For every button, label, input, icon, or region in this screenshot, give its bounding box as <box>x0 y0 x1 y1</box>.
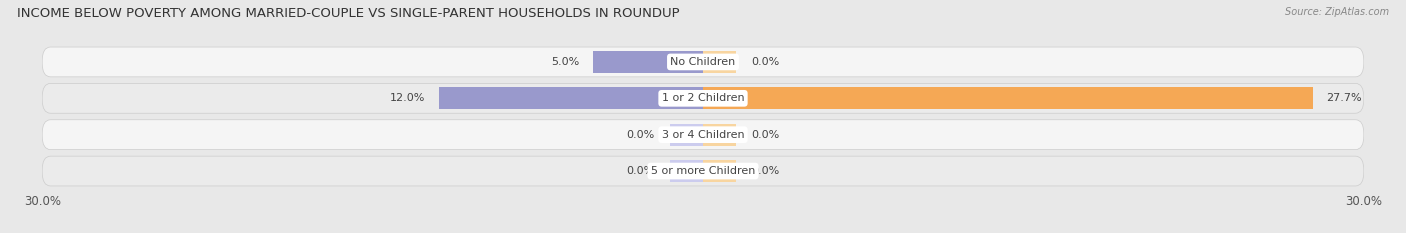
Text: 5.0%: 5.0% <box>551 57 579 67</box>
Text: 0.0%: 0.0% <box>751 57 780 67</box>
Text: 27.7%: 27.7% <box>1326 93 1362 103</box>
Text: 12.0%: 12.0% <box>389 93 426 103</box>
Bar <box>703 160 737 182</box>
Text: 0.0%: 0.0% <box>751 166 780 176</box>
Bar <box>703 87 1313 109</box>
FancyBboxPatch shape <box>42 156 1364 186</box>
FancyBboxPatch shape <box>42 120 1364 150</box>
Text: 1 or 2 Children: 1 or 2 Children <box>662 93 744 103</box>
Text: No Children: No Children <box>671 57 735 67</box>
Text: 0.0%: 0.0% <box>751 130 780 140</box>
Text: Source: ZipAtlas.com: Source: ZipAtlas.com <box>1285 7 1389 17</box>
Bar <box>669 160 703 182</box>
Text: 0.0%: 0.0% <box>626 130 655 140</box>
Bar <box>669 124 703 146</box>
Text: 3 or 4 Children: 3 or 4 Children <box>662 130 744 140</box>
Bar <box>593 51 703 73</box>
Bar <box>703 51 737 73</box>
FancyBboxPatch shape <box>42 47 1364 77</box>
Text: INCOME BELOW POVERTY AMONG MARRIED-COUPLE VS SINGLE-PARENT HOUSEHOLDS IN ROUNDUP: INCOME BELOW POVERTY AMONG MARRIED-COUPL… <box>17 7 679 20</box>
Text: 5 or more Children: 5 or more Children <box>651 166 755 176</box>
Text: 0.0%: 0.0% <box>626 166 655 176</box>
Bar <box>703 124 737 146</box>
Bar <box>439 87 703 109</box>
FancyBboxPatch shape <box>42 83 1364 113</box>
